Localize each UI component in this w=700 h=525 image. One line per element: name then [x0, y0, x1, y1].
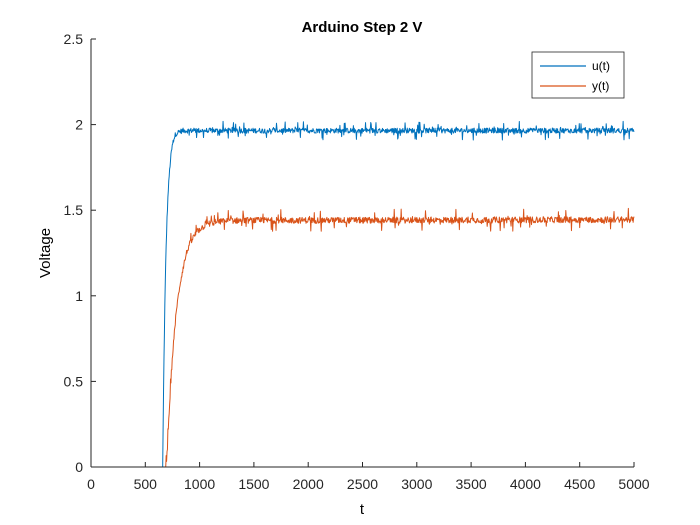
legend-label-u: u(t): [592, 59, 610, 73]
series-layer: [90, 120, 635, 468]
y-axis-label: Voltage: [37, 228, 54, 278]
axes-background: [91, 39, 634, 467]
series-line-y: [90, 207, 635, 468]
chart-title: Arduino Step 2 V: [302, 19, 423, 36]
x-tick-label: 4000: [510, 476, 541, 492]
y-tick-label: 1.5: [64, 202, 84, 218]
x-tick-label: 2000: [293, 476, 324, 492]
x-tick-label: 1500: [238, 476, 269, 492]
legend: u(t) y(t): [531, 51, 625, 99]
x-axis-label: t: [360, 501, 365, 518]
x-tick-label: 5000: [618, 476, 649, 492]
x-tick-label: 1000: [184, 476, 215, 492]
x-tick-label: 3000: [401, 476, 432, 492]
y-tick-label: 2: [75, 117, 83, 133]
y-tick-label: 2.5: [64, 31, 84, 47]
plot-area: [91, 39, 634, 467]
legend-label-y: y(t): [592, 79, 609, 93]
legend-box: [531, 51, 625, 99]
y-ticks: 0 0.5 1 1.5 2 2.5: [64, 31, 96, 475]
x-ticks: 0 500 1000 1500 2000 2500 3000 3500 4000 4500 5000: [87, 462, 650, 492]
y-tick-label: 1: [75, 288, 83, 304]
x-tick-label: 4500: [564, 476, 595, 492]
y-tick-label: 0.5: [64, 373, 84, 389]
x-tick-label: 0: [87, 476, 95, 492]
x-tick-label: 2500: [347, 476, 378, 492]
x-tick-label: 500: [134, 476, 158, 492]
y-tick-label: 0: [75, 459, 83, 475]
x-tick-label: 3500: [456, 476, 487, 492]
series-line-u: [90, 120, 635, 468]
